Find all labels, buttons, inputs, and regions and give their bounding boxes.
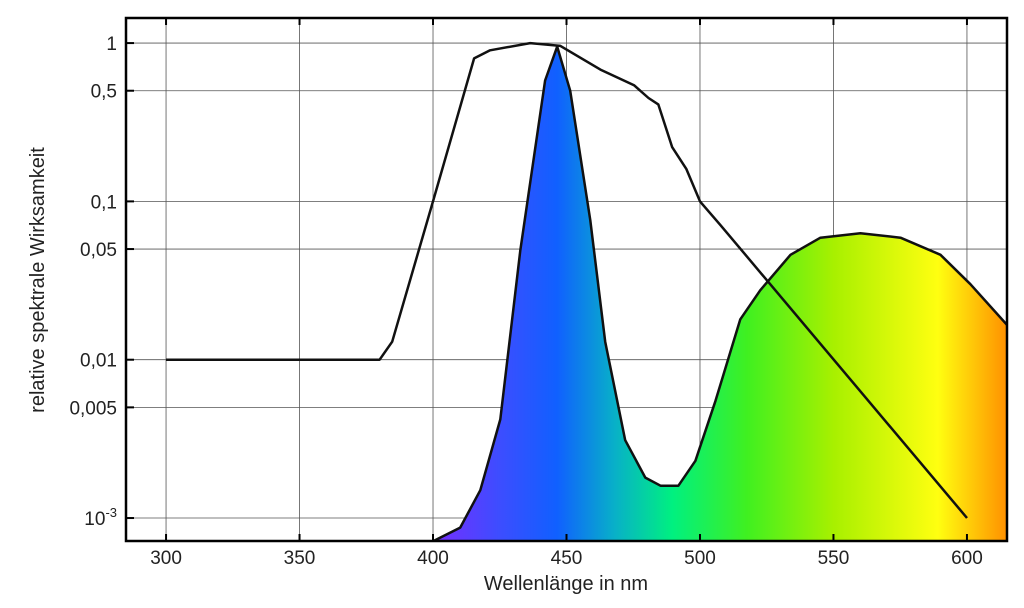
spectrum-fill — [430, 46, 1007, 541]
y-tick-label: 0,5 — [91, 82, 117, 103]
series-led-spectrum — [430, 45, 1007, 541]
x-tick-label: 550 — [818, 548, 850, 569]
series-layer — [166, 41, 1007, 541]
y-axis-label: relative spektrale Wirksamkeit — [27, 147, 49, 413]
x-tick-label: 350 — [284, 548, 316, 569]
series-action-spectrum — [166, 41, 968, 519]
y-tick-label: 0,1 — [91, 192, 117, 213]
x-axis-label: Wellenlänge in nm — [484, 573, 648, 595]
y-tick-label: 1 — [106, 34, 117, 55]
x-tick-label: 600 — [951, 548, 983, 569]
x-tick-label: 450 — [551, 548, 583, 569]
y-tick-label: 0,01 — [80, 351, 117, 372]
y-tick-label: 0,05 — [80, 240, 117, 261]
y-tick-label: 0,005 — [69, 398, 117, 419]
x-tick-label: 300 — [150, 548, 182, 569]
y-tick-label: 10-3 — [84, 505, 117, 530]
x-tick-label: 500 — [684, 548, 716, 569]
x-tick-label: 400 — [417, 548, 449, 569]
